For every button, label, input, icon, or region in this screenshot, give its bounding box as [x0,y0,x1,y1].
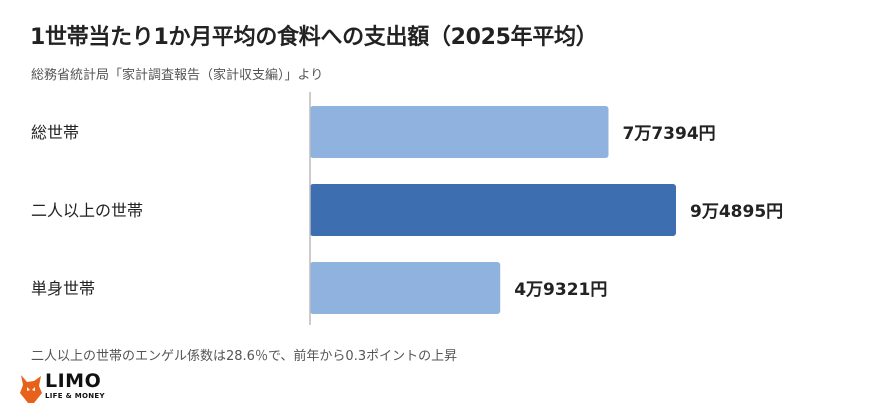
bar [310,106,609,158]
chart-source: 総務省統計局「家計調査報告（家計収支編）」より [31,68,324,83]
chart-footnote: 二人以上の世帯のエンゲル係数は28.6％で、前年から0.3ポイントの上昇 [31,349,458,364]
value-label: 9万4895円 [690,202,783,222]
limo-logo: LIMO LIFE & MONEY [18,370,118,410]
bar [310,184,676,236]
logo-wordmark: LIMO [45,370,102,392]
bar [310,262,501,314]
logo-tagline: LIFE & MONEY [45,392,105,400]
fox-icon [20,375,42,403]
category-label: 総世帯 [31,123,79,142]
category-label: 単身世帯 [31,279,95,298]
value-label: 4万9321円 [514,280,607,300]
value-label: 7万7394円 [623,124,716,144]
category-label: 二人以上の世帯 [31,201,143,220]
chart-title: 1世帯当たり1か月平均の食料への支出額（2025年平均） [30,25,598,50]
